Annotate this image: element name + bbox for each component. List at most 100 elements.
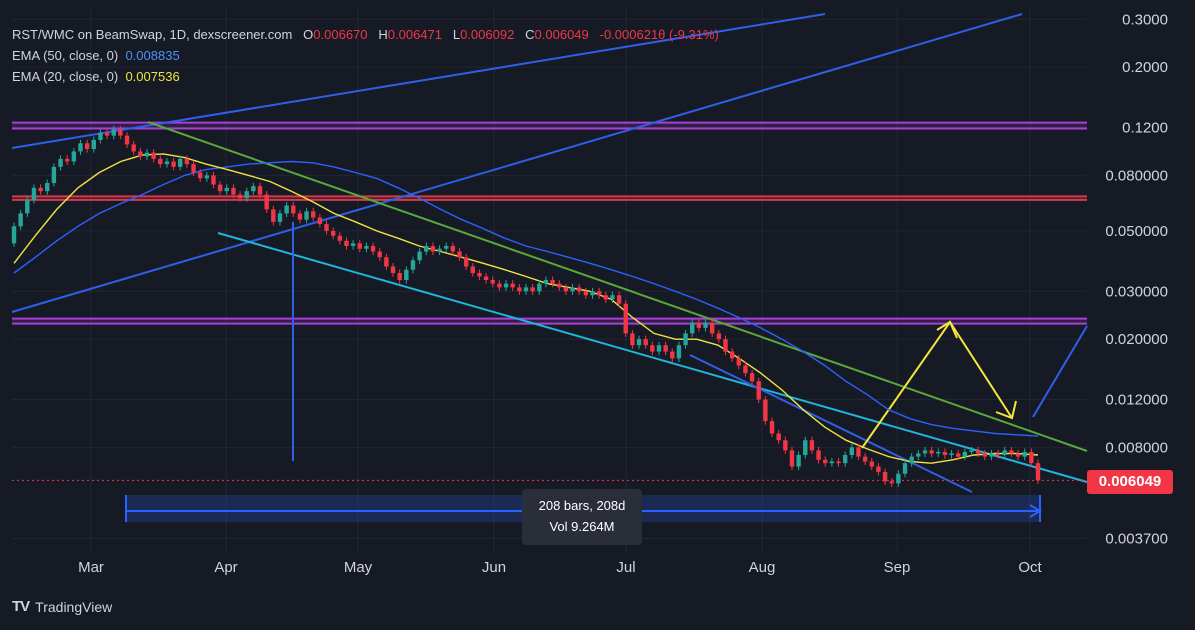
price-tick-label: 0.050000 xyxy=(1105,223,1168,240)
candle-body xyxy=(397,273,402,280)
candle-body xyxy=(450,246,456,252)
candle-body xyxy=(763,399,768,422)
candle-body xyxy=(683,333,688,346)
candle-body xyxy=(297,213,303,220)
candle-body xyxy=(703,322,708,328)
candle-body xyxy=(497,283,502,288)
candlesticks xyxy=(11,125,1041,487)
candle-body xyxy=(25,199,30,214)
candle-body xyxy=(144,152,150,157)
candle-body xyxy=(84,143,90,150)
ema50-value: 0.008835 xyxy=(125,48,180,63)
candle-body xyxy=(231,187,236,195)
candle-body xyxy=(543,280,549,284)
candle-body xyxy=(550,280,555,284)
time-tick-label: Sep xyxy=(884,559,911,576)
candle-body xyxy=(643,339,648,346)
candle-body xyxy=(1029,451,1034,464)
time-tick-label: Jun xyxy=(482,559,506,576)
candle-body xyxy=(124,135,130,145)
ema20-value: 0.007536 xyxy=(125,69,180,84)
candle-body xyxy=(364,246,369,249)
candle-body xyxy=(164,161,170,165)
candle-body xyxy=(237,194,243,199)
candle-body xyxy=(889,481,894,484)
candle-body xyxy=(862,456,868,462)
candle-body xyxy=(876,466,881,472)
candle-body xyxy=(291,205,296,214)
candle-body xyxy=(244,191,249,199)
candle-body xyxy=(38,187,43,192)
candle-body xyxy=(663,345,668,352)
candle-body xyxy=(936,451,941,454)
candle-body xyxy=(18,213,23,227)
candle-body xyxy=(257,186,263,195)
projection-breakout-line xyxy=(1032,325,1088,418)
candle-body xyxy=(789,450,795,467)
candle-body xyxy=(457,251,462,258)
candle-body xyxy=(11,226,17,244)
candle-body xyxy=(184,158,190,165)
tradingview-logo-icon: TV xyxy=(12,598,30,615)
ohlc-low-value: 0.006092 xyxy=(460,27,515,42)
candle-body xyxy=(1015,453,1021,457)
candle-body xyxy=(58,158,63,167)
price-tick-label: 0.020000 xyxy=(1105,331,1168,348)
time-tick-label: May xyxy=(344,559,373,576)
ema20-label: EMA (20, close, 0) xyxy=(12,69,119,84)
resistance-zones xyxy=(12,121,1087,325)
candle-body xyxy=(630,333,635,346)
tradingview-brand[interactable]: TV TradingView xyxy=(12,598,112,615)
candle-body xyxy=(404,269,409,280)
ohlc-close-value: 0.006049 xyxy=(534,27,589,42)
candle-body xyxy=(823,459,828,464)
candle-body xyxy=(909,456,914,464)
resistance-zone-fill xyxy=(12,318,1087,324)
ohlc-open-label: O xyxy=(303,27,314,42)
candle-body xyxy=(896,473,901,484)
candle-body xyxy=(776,433,781,441)
legend-ema20-row[interactable]: EMA (20, close, 0) 0.007536 xyxy=(12,66,719,87)
candle-body xyxy=(922,450,928,454)
candle-body xyxy=(171,161,176,167)
price-axis[interactable]: 0.3000 0.2000 0.1200 0.080000 0.050000 0.0300… xyxy=(1105,11,1168,547)
legend-ema50-row[interactable]: EMA (50, close, 0) 0.008835 xyxy=(12,45,719,66)
candle-body xyxy=(197,172,203,179)
time-tick-label: Jul xyxy=(616,559,635,576)
uptrend-line-upper xyxy=(11,13,826,149)
symbol-title[interactable]: RST/WMC on BeamSwap, 1D, dexscreener.com xyxy=(12,27,293,42)
projection-arrow-up xyxy=(936,320,958,339)
ohlc-high-label: H xyxy=(378,27,388,42)
candle-body xyxy=(570,287,575,292)
candle-body xyxy=(716,333,722,340)
price-tick-label: 0.1200 xyxy=(1122,119,1168,136)
uptrend-line-lower xyxy=(11,13,1023,313)
candle-body xyxy=(882,471,888,482)
candle-body xyxy=(929,450,934,454)
candle-body xyxy=(729,351,735,359)
price-tick-label: 0.2000 xyxy=(1122,59,1168,76)
candle-body xyxy=(45,183,50,192)
candle-body xyxy=(211,175,216,185)
candle-body xyxy=(224,187,229,192)
candle-body xyxy=(118,129,123,136)
candle-body xyxy=(949,453,954,456)
candle-body xyxy=(324,224,329,231)
candle-body xyxy=(696,322,702,328)
candle-body xyxy=(989,453,994,457)
trend-lines xyxy=(11,13,1088,493)
ema20-line xyxy=(13,153,1039,464)
candle-body xyxy=(377,251,382,258)
measure-volume-text: Vol 9.264M xyxy=(549,519,615,534)
candle-body xyxy=(916,453,921,457)
candle-body xyxy=(463,257,469,267)
ema50-line xyxy=(13,160,1039,437)
candle-body xyxy=(104,132,110,136)
price-tick-label: 0.080000 xyxy=(1105,167,1168,184)
candle-body xyxy=(477,273,482,277)
candle-body xyxy=(444,246,449,249)
time-axis[interactable]: Mar Apr May Jun Jul Aug Sep Oct xyxy=(78,559,1042,576)
candle-body xyxy=(975,450,981,454)
projection-arrow-down xyxy=(995,400,1017,420)
candle-body xyxy=(384,257,389,267)
